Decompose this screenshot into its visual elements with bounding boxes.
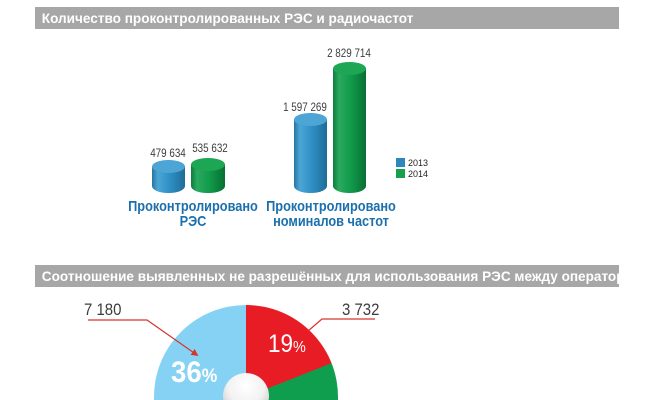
bar-freq-2014	[333, 62, 366, 193]
legend-swatch-2013	[396, 158, 405, 167]
percent-sign: %	[293, 339, 306, 356]
cylinder-body	[333, 68, 366, 193]
legend-swatch-2014	[396, 169, 405, 178]
category-label-freq: Проконтролировано номиналов частот	[263, 199, 399, 229]
cylinder-cap	[191, 158, 225, 171]
bar-res-2014	[191, 158, 225, 193]
pie-percent-red: 19%	[268, 330, 306, 359]
bar-freq-2013	[294, 113, 327, 193]
legend-label-2014: 2014	[408, 168, 429, 179]
legend: 2013 2014	[396, 157, 428, 179]
callout-line-right	[307, 318, 375, 332]
legend-item-2013: 2013	[396, 157, 428, 168]
category-label-res: Проконтролировано РЭС	[125, 199, 261, 229]
section2-title: Соотношение выявленных не разрешённых дл…	[41, 268, 650, 284]
cylinder-body	[294, 119, 327, 193]
category-label-line2: РЭС	[179, 213, 207, 230]
category-label-line1: Проконтролировано	[128, 198, 258, 215]
cylinder-cap	[152, 160, 185, 173]
percent-number: 19	[268, 330, 294, 358]
pie-percent-blue: 36%	[171, 356, 217, 390]
bar-res-2013	[152, 160, 185, 193]
category-label-line1: Проконтролировано	[266, 198, 396, 215]
section1-header-bar: Количество проконтролированных РЭС и рад…	[35, 7, 619, 29]
bar-value-freq-2013: 1 597 269	[283, 100, 327, 114]
cylinder-cap	[333, 62, 366, 75]
callout-value-red: 3 732	[342, 300, 380, 319]
percent-number: 36	[171, 356, 202, 389]
bar-value-res-2014: 535 632	[192, 141, 228, 155]
cylinder-cap	[294, 113, 327, 126]
category-label-line2: номиналов частот	[273, 213, 389, 230]
bar-value-res-2013: 479 634	[150, 146, 186, 160]
legend-label-2013: 2013	[408, 157, 429, 168]
legend-item-2014: 2014	[396, 168, 428, 179]
callout-value-blue: 7 180	[84, 300, 122, 319]
section1-title: Количество проконтролированных РЭС и рад…	[41, 10, 414, 26]
bar-value-freq-2014: 2 829 714	[327, 46, 371, 60]
section2-header-bar: Соотношение выявленных не разрешённых дл…	[35, 265, 650, 287]
percent-sign: %	[201, 366, 218, 387]
